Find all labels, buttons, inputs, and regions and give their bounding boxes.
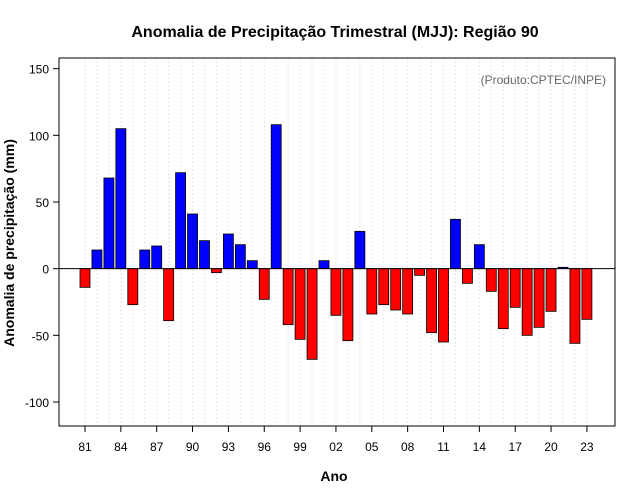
x-tick-label: 23 bbox=[580, 440, 594, 454]
bar-2002 bbox=[330, 268, 342, 316]
bar-2009 bbox=[414, 268, 426, 276]
y-tick-label: 50 bbox=[36, 196, 50, 210]
bar-1989 bbox=[175, 172, 187, 270]
bar-1990 bbox=[187, 213, 198, 270]
bar-2017 bbox=[509, 268, 521, 308]
y-tick-label: 100 bbox=[29, 129, 49, 143]
bar-2018 bbox=[521, 268, 533, 336]
grid-lines bbox=[84, 58, 588, 426]
bar-series bbox=[79, 124, 593, 360]
x-tick-label: 84 bbox=[114, 440, 128, 454]
bar-2010 bbox=[426, 268, 437, 334]
bar-2005 bbox=[366, 268, 378, 315]
x-tick-label: 99 bbox=[293, 440, 307, 454]
x-tick-label: 02 bbox=[329, 440, 343, 454]
bar-2006 bbox=[378, 268, 390, 306]
bar-1982 bbox=[91, 249, 103, 270]
x-axis-label: Ano bbox=[320, 468, 347, 484]
y-tick-label: -50 bbox=[32, 329, 50, 343]
chart-credit: (Produto:CPTEC/INPE) bbox=[481, 73, 606, 87]
bar-2013 bbox=[461, 268, 473, 284]
y-axis: -100 -50 0 50 100 150 bbox=[25, 63, 59, 410]
bar-2023 bbox=[581, 268, 593, 320]
bar-2014 bbox=[473, 244, 485, 270]
bar-1999 bbox=[294, 268, 306, 340]
bar-2004 bbox=[354, 230, 366, 270]
y-axis-label: Anomalia de precipitação (mm) bbox=[1, 139, 17, 347]
bar-1983 bbox=[103, 177, 115, 270]
y-tick-label: 150 bbox=[29, 63, 49, 77]
bar-2011 bbox=[438, 268, 449, 343]
bar-1988 bbox=[163, 268, 175, 322]
bar-1986 bbox=[139, 249, 151, 270]
bar-2020 bbox=[545, 268, 557, 312]
bar-2001 bbox=[318, 260, 330, 270]
bar-1997 bbox=[270, 124, 282, 270]
bar-1995 bbox=[246, 260, 258, 270]
x-axis: 81 84 87 90 93 96 99 02 05 08 11 14 17 20 23 bbox=[78, 426, 594, 454]
bar-1985 bbox=[127, 268, 139, 306]
x-tick-label: 90 bbox=[186, 440, 200, 454]
y-tick-label: -100 bbox=[25, 396, 49, 410]
bar-2012 bbox=[450, 218, 461, 270]
bar-1998 bbox=[282, 268, 294, 326]
y-tick-label: 0 bbox=[42, 263, 49, 277]
x-tick-label: 05 bbox=[365, 440, 379, 454]
bar-1991 bbox=[199, 240, 210, 270]
plot-frame bbox=[58, 57, 616, 427]
x-tick-label: 17 bbox=[509, 440, 523, 454]
bar-2007 bbox=[390, 268, 402, 311]
bar-2000 bbox=[306, 268, 318, 360]
bar-1994 bbox=[234, 244, 246, 270]
bar-2008 bbox=[402, 268, 414, 315]
x-tick-label: 11 bbox=[437, 440, 450, 454]
bar-2022 bbox=[569, 268, 581, 344]
bar-1981 bbox=[79, 268, 91, 288]
bar-2003 bbox=[342, 268, 354, 342]
bar-1996 bbox=[258, 268, 270, 300]
bar-1984 bbox=[115, 128, 127, 270]
bar-1992 bbox=[211, 268, 222, 274]
x-tick-label: 93 bbox=[222, 440, 236, 454]
bar-2016 bbox=[497, 268, 509, 330]
x-tick-label: 08 bbox=[401, 440, 415, 454]
bar-1987 bbox=[151, 245, 163, 270]
x-tick-label: 87 bbox=[150, 440, 164, 454]
x-tick-label: 96 bbox=[258, 440, 272, 454]
x-tick-label: 20 bbox=[544, 440, 558, 454]
bar-2015 bbox=[485, 268, 497, 292]
bar-2019 bbox=[533, 268, 545, 328]
x-tick-label: 81 bbox=[78, 440, 92, 454]
x-tick-label: 14 bbox=[473, 440, 487, 454]
bar-1993 bbox=[222, 233, 234, 270]
chart-title: Anomalia de Precipitação Trimestral (MJJ… bbox=[131, 24, 538, 41]
